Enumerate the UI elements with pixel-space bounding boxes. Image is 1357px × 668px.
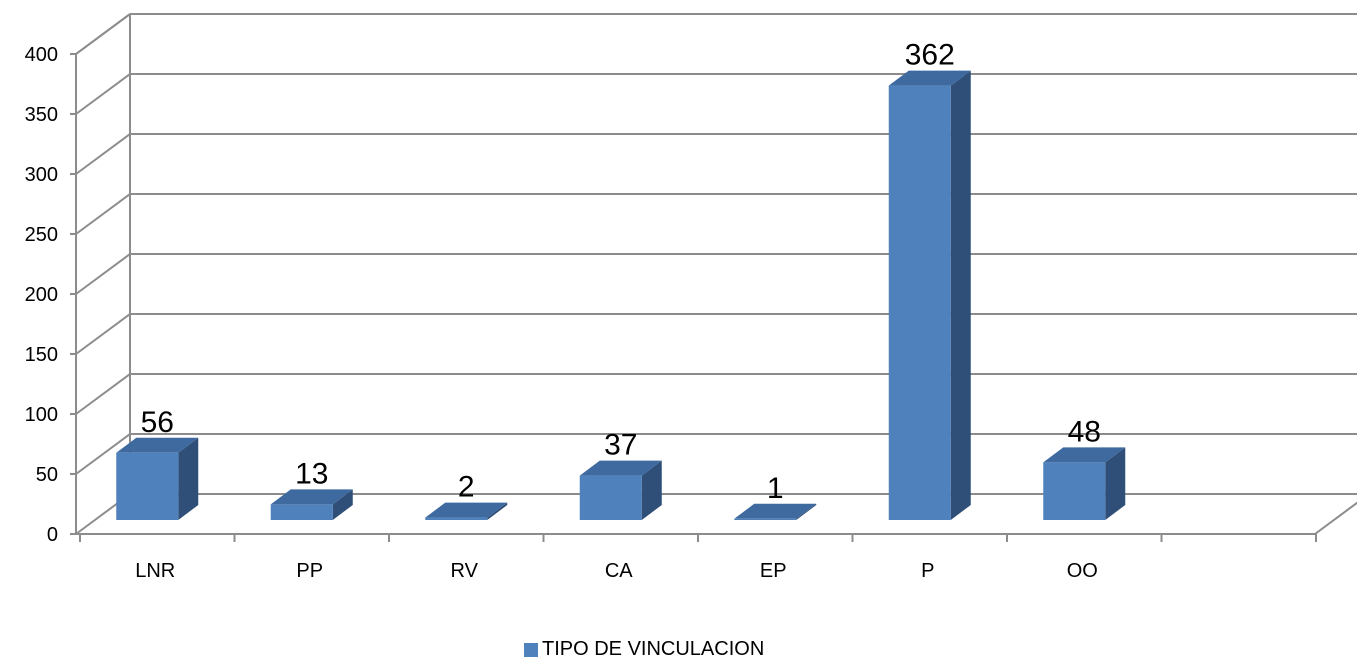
bar-top [270,489,353,505]
bar-top [579,460,662,476]
y-tick-label: 0 [47,524,58,546]
x-tick-label: RV [451,560,479,582]
x-tick-label: CA [605,560,633,582]
bar-rv [425,517,488,520]
x-tick-label: EP [760,560,787,582]
legend-swatch [524,642,538,657]
bar-side [487,502,508,520]
bar-side [950,70,971,520]
gridline-side [75,313,131,355]
bar-side [332,489,353,520]
gridline-side [75,433,131,475]
x-tick-label: PP [296,560,323,582]
data-label: 1 [767,472,784,505]
gridline-side [75,253,131,295]
bar-ca [579,475,642,520]
bar-side [1105,447,1126,520]
x-tick-label: LNR [135,560,175,582]
data-label: 48 [1068,415,1101,448]
bar-top [1043,447,1126,463]
labels: 0 50 100 150 200 250 300 350 400 56 LNR 13 PP 2 RV 37 CA… [25,39,1101,582]
bar-p [888,85,951,520]
gridline-side [75,133,131,175]
axes [70,53,1357,542]
bar-side [178,437,199,520]
y-tick-label: 50 [36,464,58,486]
floor-right-edge [1314,501,1357,535]
y-tick-label: 250 [25,224,58,246]
gridline-side [75,73,131,115]
bar-top [116,437,199,453]
legend: TIPO DE VINCULACION [524,638,764,661]
data-label: 56 [141,406,174,439]
bar-top [888,70,971,86]
bar-side [796,503,817,520]
y-tick-label: 300 [25,164,58,186]
gridline-side [75,373,131,415]
y-tick-label: 100 [25,404,58,426]
gridlines [75,13,1357,535]
bar-top [734,503,817,519]
data-label: 362 [905,39,955,72]
y-tick-label: 150 [25,344,58,366]
y-tick-label: 350 [25,104,58,126]
bar-lnr [116,452,179,520]
bar-top [425,502,508,518]
bar-oo [1043,462,1106,520]
x-tick-label: P [921,560,934,582]
y-tick-label: 400 [25,44,58,66]
x-tick-label: OO [1067,560,1098,582]
bars [116,70,1126,520]
legend-label: TIPO DE VINCULACION [542,638,765,660]
data-label: 2 [458,471,475,504]
data-label: 13 [295,457,328,490]
data-label: 37 [604,429,637,462]
gridline-side [75,13,131,55]
gridline-side [75,193,131,235]
bar-ep [734,518,797,520]
bar-side [641,460,662,520]
bar-pp [270,504,333,520]
y-tick-label: 200 [25,284,58,306]
